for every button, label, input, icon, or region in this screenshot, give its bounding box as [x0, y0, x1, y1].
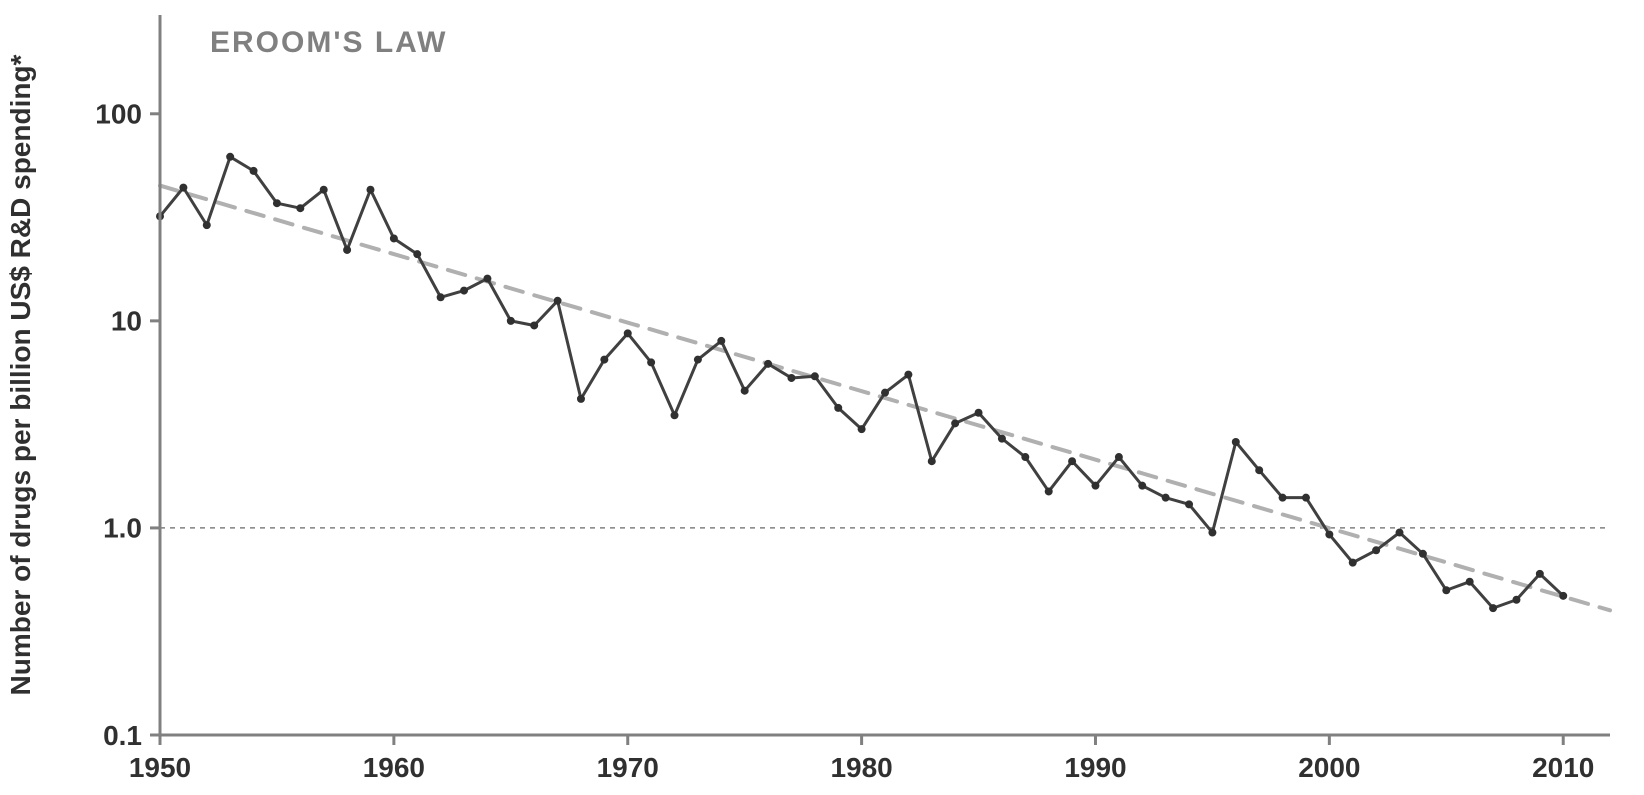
x-tick-label: 1980 — [830, 752, 892, 783]
x-tick-label: 1960 — [363, 752, 425, 783]
data-point — [1559, 592, 1567, 600]
data-point — [1279, 494, 1287, 502]
y-tick-label: 0.1 — [103, 720, 142, 751]
data-point — [717, 337, 725, 345]
data-point — [998, 435, 1006, 443]
data-point — [1115, 453, 1123, 461]
data-point — [413, 250, 421, 258]
data-point — [1138, 482, 1146, 490]
data-point — [1302, 494, 1310, 502]
data-point — [1466, 578, 1474, 586]
data-point — [1068, 457, 1076, 465]
data-point — [1021, 453, 1029, 461]
chart-background — [0, 0, 1644, 795]
data-point — [624, 329, 632, 337]
data-point — [1349, 559, 1357, 567]
data-point — [1325, 530, 1333, 538]
data-point — [1091, 482, 1099, 490]
data-point — [179, 184, 187, 192]
data-point — [1162, 494, 1170, 502]
data-point — [203, 221, 211, 229]
x-tick-label: 2010 — [1532, 752, 1594, 783]
data-point — [1232, 438, 1240, 446]
data-point — [694, 356, 702, 364]
x-tick-label: 1950 — [129, 752, 191, 783]
data-point — [366, 186, 374, 194]
data-point — [811, 372, 819, 380]
x-tick-label: 2000 — [1298, 752, 1360, 783]
data-point — [904, 371, 912, 379]
data-point — [1489, 604, 1497, 612]
data-point — [250, 167, 258, 175]
data-point — [1396, 529, 1404, 537]
chart-title: EROOM'S LAW — [210, 26, 447, 59]
data-point — [1419, 550, 1427, 558]
data-point — [975, 409, 983, 417]
y-tick-label: 10 — [111, 306, 142, 337]
data-point — [1255, 466, 1263, 474]
data-point — [1045, 487, 1053, 495]
data-point — [530, 321, 538, 329]
data-point — [1185, 500, 1193, 508]
y-tick-label: 100 — [95, 99, 142, 130]
data-point — [390, 234, 398, 242]
data-point — [764, 360, 772, 368]
data-point — [1536, 570, 1544, 578]
data-point — [483, 275, 491, 283]
data-point — [951, 419, 959, 427]
data-point — [834, 404, 842, 412]
data-point — [1208, 529, 1216, 537]
data-point — [787, 374, 795, 382]
data-point — [1442, 586, 1450, 594]
data-point — [460, 287, 468, 295]
data-point — [647, 358, 655, 366]
data-point — [343, 246, 351, 254]
data-point — [671, 411, 679, 419]
y-axis-label: Number of drugs per billion US$ R&D spen… — [5, 54, 36, 695]
data-point — [1372, 546, 1380, 554]
data-point — [600, 356, 608, 364]
data-point — [741, 387, 749, 395]
erooms-law-chart: 1950 1960 1970 1980 1990 2000 2010 0.1 1.0 10 100 E… — [0, 0, 1644, 795]
data-point — [296, 204, 304, 212]
data-point — [928, 457, 936, 465]
x-tick-label: 1970 — [597, 752, 659, 783]
y-tick-label: 1.0 — [103, 513, 142, 544]
data-point — [507, 317, 515, 325]
data-point — [437, 293, 445, 301]
data-point — [273, 199, 281, 207]
data-point — [1512, 596, 1520, 604]
data-point — [320, 186, 328, 194]
chart-container: 1950 1960 1970 1980 1990 2000 2010 0.1 1.0 10 100 E… — [0, 0, 1644, 795]
data-point — [858, 425, 866, 433]
data-point — [226, 153, 234, 161]
data-point — [881, 389, 889, 397]
x-tick-label: 1990 — [1064, 752, 1126, 783]
data-point — [577, 395, 585, 403]
data-point — [554, 297, 562, 305]
